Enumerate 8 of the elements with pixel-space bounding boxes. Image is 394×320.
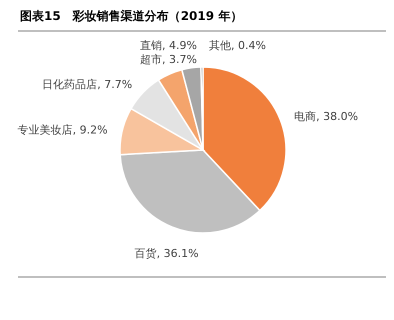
chart-title: 图表15 彩妆销售渠道分布（2019 年）: [20, 9, 242, 23]
slice-label: 电商, 38.0%: [294, 110, 358, 123]
slice-label: 超市, 3.7%: [140, 53, 197, 66]
slice-label: 日化药品店, 7.7%: [42, 78, 132, 92]
slice-label: 其他, 0.4%: [209, 39, 266, 52]
slice-label: 百货, 36.1%: [134, 247, 199, 260]
slice-label: 专业美妆店, 9.2%: [18, 123, 108, 136]
slice-label: 直销, 4.9%: [140, 39, 197, 52]
